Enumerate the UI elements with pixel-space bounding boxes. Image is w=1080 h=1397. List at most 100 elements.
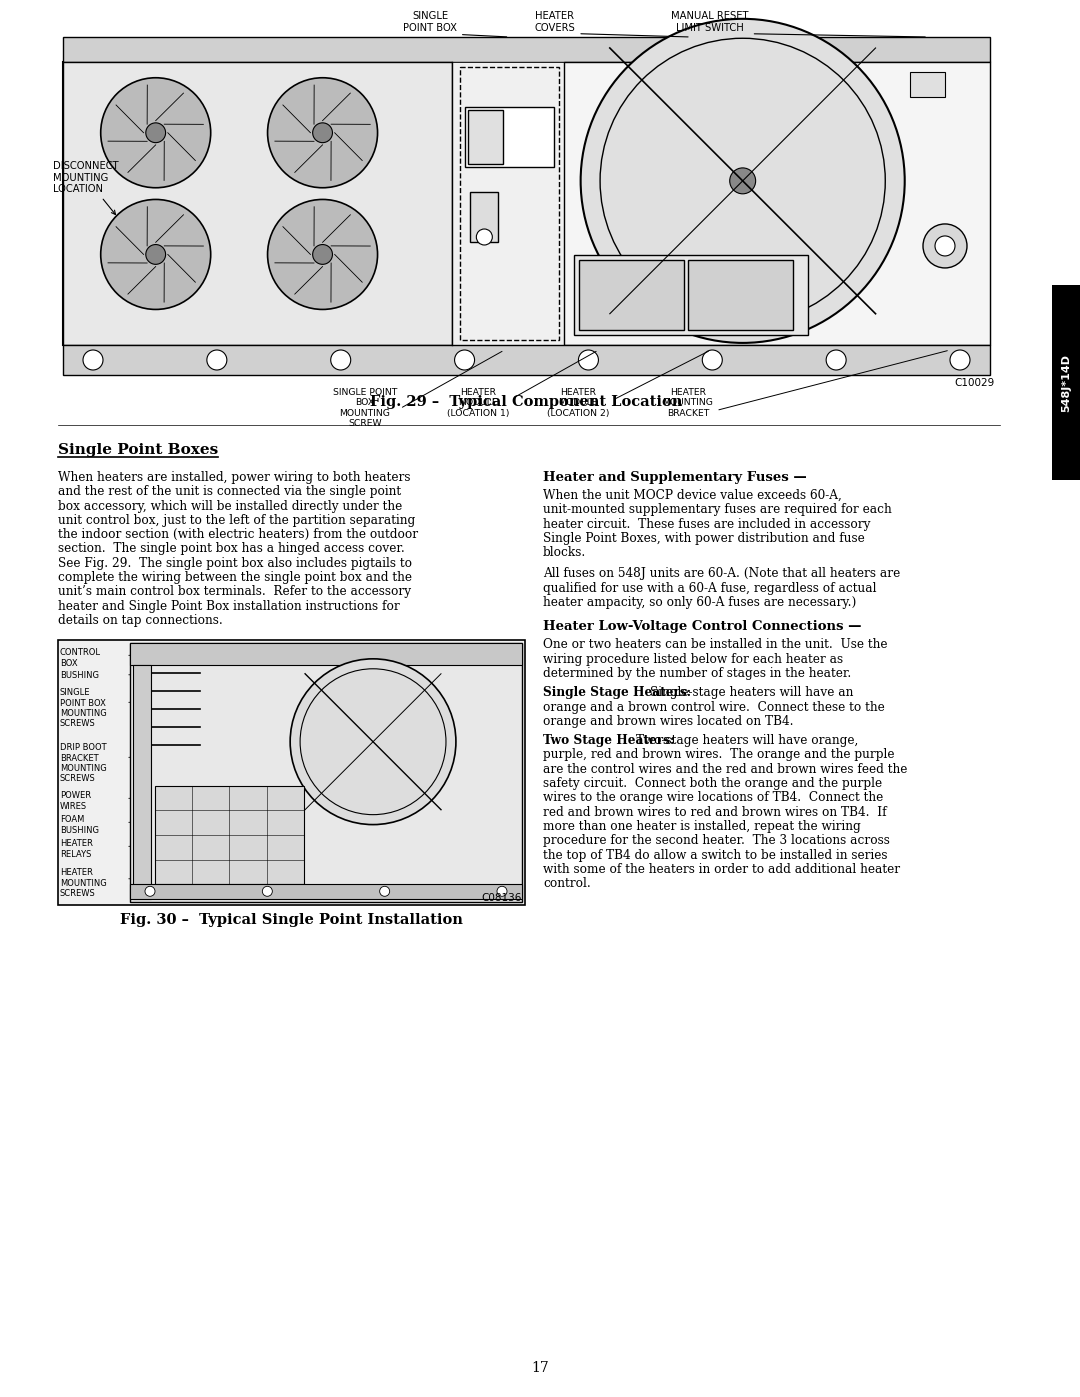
Text: One or two heaters can be installed in the unit.  Use the: One or two heaters can be installed in t… [543,638,888,651]
Circle shape [950,351,970,370]
Circle shape [291,659,456,824]
Bar [465,108,554,168]
Text: 17: 17 [531,1361,549,1375]
Text: HEATER
RELAYS: HEATER RELAYS [60,840,93,859]
Text: Fig. 30 –  Typical Single Point Installation: Fig. 30 – Typical Single Point Installat… [120,914,463,928]
Text: complete the wiring between the single point box and the: complete the wiring between the single p… [58,571,411,584]
Text: unit’s main control box terminals.  Refer to the accessory: unit’s main control box terminals. Refer… [58,585,411,598]
Text: HEATER
COVERS: HEATER COVERS [535,11,688,36]
Bar [130,643,522,902]
Text: orange and brown wires located on TB4.: orange and brown wires located on TB4. [543,715,794,728]
Text: SINGLE POINT
BOX
MOUNTING
SCREW: SINGLE POINT BOX MOUNTING SCREW [333,352,502,429]
Text: details on tap connections.: details on tap connections. [58,615,222,627]
Text: are the control wires and the red and brown wires feed the: are the control wires and the red and br… [543,763,907,775]
Text: Single Point Boxes: Single Point Boxes [58,443,218,457]
Text: When heaters are installed, power wiring to both heaters: When heaters are installed, power wiring… [58,471,410,483]
Bar [63,61,453,345]
Text: C08136: C08136 [482,893,522,904]
Text: blocks.: blocks. [543,546,586,559]
Text: purple, red and brown wires.  The orange and the purple: purple, red and brown wires. The orange … [543,749,894,761]
Bar [469,110,503,163]
Text: heater and Single Point Box installation instructions for: heater and Single Point Box installation… [58,599,400,613]
Bar [573,256,808,335]
Text: Single Stage Heaters:: Single Stage Heaters: [543,686,696,700]
Text: and the rest of the unit is connected via the single point: and the rest of the unit is connected vi… [58,485,401,499]
Text: control.: control. [543,877,591,890]
Text: All fuses on 548J units are 60‐A. (Note that all heaters are: All fuses on 548J units are 60‐A. (Note … [543,567,901,581]
Text: Heater and Supplementary Fuses —: Heater and Supplementary Fuses — [543,471,807,483]
Text: Two‐stage heaters will have orange,: Two‐stage heaters will have orange, [636,735,859,747]
Bar [471,191,498,242]
Circle shape [313,123,333,142]
Circle shape [923,224,967,268]
Text: Fig. 29 –  Typical Component Location: Fig. 29 – Typical Component Location [370,395,683,409]
Text: DISCONNECT
MOUNTING
LOCATION: DISCONNECT MOUNTING LOCATION [53,161,119,215]
Bar [63,61,990,345]
Circle shape [262,886,272,897]
Text: orange and a brown control wire.  Connect these to the: orange and a brown control wire. Connect… [543,701,885,714]
Circle shape [100,78,211,187]
Circle shape [207,351,227,370]
Circle shape [100,200,211,310]
Text: unit‐mounted supplementary fuses are required for each: unit‐mounted supplementary fuses are req… [543,503,892,517]
Bar [63,345,990,374]
Text: Single‐stage heaters will have an: Single‐stage heaters will have an [650,686,853,700]
Bar [460,67,558,339]
Circle shape [146,244,165,264]
Bar [133,665,151,900]
Circle shape [455,351,474,370]
Circle shape [730,168,756,194]
Bar [130,643,522,665]
Circle shape [146,123,165,142]
Text: Heater Low‐Voltage Control Connections —: Heater Low‐Voltage Control Connections — [543,620,862,633]
Circle shape [702,351,723,370]
Circle shape [826,351,846,370]
Circle shape [145,886,156,897]
Text: the top of TB4 do allow a switch to be installed in series: the top of TB4 do allow a switch to be i… [543,848,888,862]
Circle shape [476,229,492,244]
Circle shape [497,886,507,897]
Text: Single Point Boxes, with power distribution and fuse: Single Point Boxes, with power distribut… [543,532,865,545]
Bar [910,73,945,96]
Circle shape [268,200,378,310]
Circle shape [313,244,333,264]
Text: heater ampacity, so only 60‐A fuses are necessary.): heater ampacity, so only 60‐A fuses are … [543,597,856,609]
Text: red and brown wires to red and brown wires on TB4.  If: red and brown wires to red and brown wir… [543,806,887,819]
Text: POWER
WIRES: POWER WIRES [60,791,91,810]
Circle shape [380,886,390,897]
Text: unit control box, just to the left of the partition separating: unit control box, just to the left of th… [58,514,415,527]
Text: DRIP BOOT
BRACKET
MOUNTING
SCREWS: DRIP BOOT BRACKET MOUNTING SCREWS [60,743,107,784]
Bar [1052,285,1080,481]
Text: qualified for use with a 60‐A fuse, regardless of actual: qualified for use with a 60‐A fuse, rega… [543,581,877,595]
Text: 548J*14D: 548J*14D [1061,353,1071,412]
Text: BUSHING: BUSHING [60,672,99,680]
Bar [453,61,564,345]
Circle shape [579,351,598,370]
Bar [564,61,990,345]
Text: MANUAL RESET
LIMIT SWITCH: MANUAL RESET LIMIT SWITCH [672,11,926,36]
Bar [688,260,793,330]
Bar [130,884,522,900]
Bar [63,36,990,61]
Text: wires to the orange wire locations of TB4.  Connect the: wires to the orange wire locations of TB… [543,791,883,805]
Text: the indoor section (with electric heaters) from the outdoor: the indoor section (with electric heater… [58,528,418,541]
Text: CONTROL
BOX: CONTROL BOX [60,648,102,668]
Bar [579,260,684,330]
Text: with some of the heaters in order to add additional heater: with some of the heaters in order to add… [543,863,900,876]
Bar [58,640,525,905]
Text: more than one heater is installed, repeat the wiring: more than one heater is installed, repea… [543,820,861,833]
Circle shape [330,351,351,370]
Text: determined by the number of stages in the heater.: determined by the number of stages in th… [543,666,851,680]
Circle shape [935,236,955,256]
Text: HEATER
MOUNTING
SCREWS: HEATER MOUNTING SCREWS [60,869,107,898]
Text: FOAM
BUSHING: FOAM BUSHING [60,816,99,834]
Text: C10029: C10029 [955,379,995,388]
Text: Two Stage Heaters:: Two Stage Heaters: [543,735,678,747]
Text: When the unit MOCP device value exceeds 60‐A,: When the unit MOCP device value exceeds … [543,489,842,502]
Text: procedure for the second heater.  The 3 locations across: procedure for the second heater. The 3 l… [543,834,890,848]
Bar [156,785,303,884]
Text: section.  The single point box has a hinged access cover.: section. The single point box has a hing… [58,542,405,556]
Text: wiring procedure listed below for each heater as: wiring procedure listed below for each h… [543,652,843,666]
Text: heater circuit.  These fuses are included in accessory: heater circuit. These fuses are included… [543,518,870,531]
Text: HEATER
MODULE
(LOCATION 2): HEATER MODULE (LOCATION 2) [546,351,708,418]
